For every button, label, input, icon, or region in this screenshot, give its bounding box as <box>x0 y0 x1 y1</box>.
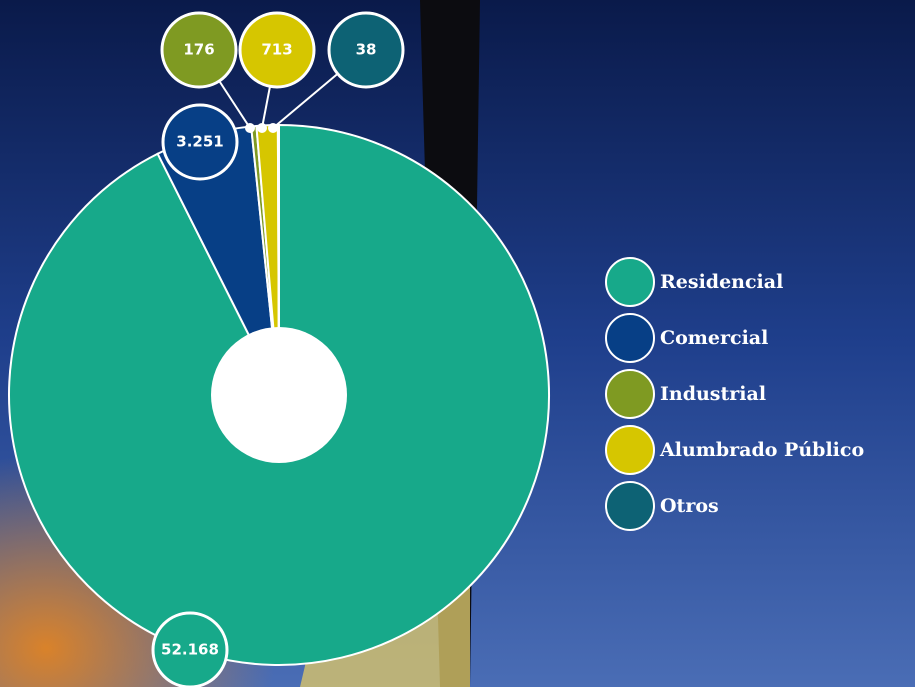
leader-dot <box>268 123 278 133</box>
legend-label: Residencial <box>660 271 783 293</box>
legend-swatch <box>606 370 654 418</box>
donut-hole <box>211 327 347 463</box>
legend-swatch <box>606 426 654 474</box>
legend-label: Otros <box>660 495 719 517</box>
value-label: 713 <box>261 41 292 59</box>
legend-swatch <box>606 482 654 530</box>
chart: 52.168 3.251 176 713 38 Residencial Comercial… <box>0 0 915 687</box>
legend-swatch <box>606 258 654 306</box>
leader-dot <box>257 123 267 133</box>
legend-label: Alumbrado Público <box>659 439 864 461</box>
legend-label: Comercial <box>660 327 768 349</box>
value-label: 52.168 <box>161 641 219 659</box>
legend-label: Industrial <box>660 383 766 405</box>
value-label: 176 <box>183 41 214 59</box>
leader-dot <box>245 123 255 133</box>
value-label: 38 <box>356 41 377 59</box>
legend-swatch <box>606 314 654 362</box>
value-label: 3.251 <box>176 133 223 151</box>
